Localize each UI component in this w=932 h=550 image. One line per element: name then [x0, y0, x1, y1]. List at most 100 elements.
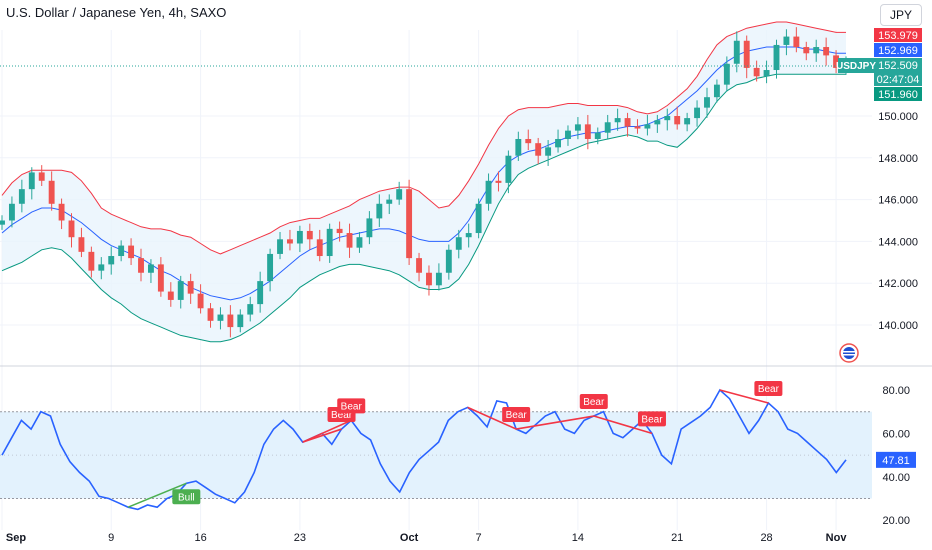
chart-title: U.S. Dollar / Japanese Yen, 4h, SAXO [6, 5, 227, 20]
bear-label-text: Bear [506, 410, 528, 421]
candle-body [18, 189, 25, 204]
candle-body [257, 281, 264, 305]
candle-body [634, 126, 641, 129]
candle-body [48, 180, 55, 204]
bear-label-text: Bear [641, 414, 663, 425]
candle-body [38, 172, 45, 181]
time-axis-label: Oct [400, 532, 419, 544]
candle-body [346, 233, 353, 248]
candle-body [684, 118, 691, 125]
time-axis-label: 7 [476, 532, 482, 544]
candle-body [336, 228, 343, 234]
candle-body [227, 314, 234, 328]
price-scale-labels: 153.979 152.969 152.509 02:47:04 151.960 USDJ… [836, 28, 922, 468]
candle-body [475, 203, 482, 234]
bear-label-text: Bear [583, 397, 605, 408]
symbol-tag [838, 58, 874, 73]
candle-body [147, 264, 154, 273]
candle-body [525, 138, 532, 144]
candle-body [713, 84, 720, 98]
candle-body [694, 107, 701, 119]
axes: 140.000 142.000 144.000 146.000 148.000 150.0… [6, 111, 918, 544]
candle-body [833, 55, 840, 68]
candle-body [157, 264, 164, 292]
candle-body [654, 120, 661, 125]
rsi-axis-label: 20.00 [882, 515, 910, 527]
candle-body [296, 230, 303, 244]
candle-body [396, 189, 403, 200]
candle-body [545, 147, 552, 156]
candle-body [664, 116, 671, 121]
candle-body [674, 116, 681, 125]
bb-lower-tag-text: 151.960 [878, 89, 918, 101]
candle-body [823, 47, 830, 56]
time-axis-label: 28 [760, 532, 772, 544]
time-axis-label: 14 [572, 532, 584, 544]
divergence-line [127, 482, 187, 508]
bb-upper-tag [874, 28, 922, 42]
candle-body [0, 220, 5, 225]
candle-body [247, 304, 254, 315]
candle-body [306, 230, 313, 240]
candle-body [604, 122, 611, 133]
currency-button[interactable]: JPY [880, 4, 922, 26]
bear-label [579, 394, 608, 410]
price-axis-label: 140.000 [878, 320, 918, 332]
candle-body [98, 264, 105, 271]
candle-body [594, 132, 601, 139]
candle-body [455, 237, 462, 250]
candle-body [515, 138, 522, 156]
time-axis-label: 21 [671, 532, 683, 544]
candle-body [58, 203, 65, 221]
candle-body [128, 245, 135, 259]
divergence-line [719, 389, 769, 404]
candle-body [267, 253, 274, 282]
candle-body [88, 251, 95, 271]
candle-body [78, 237, 85, 252]
bb-basis-tag-text: 152.969 [878, 45, 918, 57]
candlesticks [0, 27, 849, 338]
price-axis-label: 150.000 [878, 111, 918, 123]
bear-label [337, 398, 366, 414]
candle-body [366, 218, 373, 238]
rsi-panel [0, 388, 872, 511]
candle-body [316, 239, 323, 257]
candle-body [197, 293, 204, 309]
candle-body [326, 228, 333, 257]
candle-body [68, 220, 75, 238]
bb-lower-tag [874, 87, 922, 101]
candle-body [813, 47, 820, 54]
candle-body [8, 203, 15, 221]
last-price-tag-text: 02:47:04 [877, 74, 920, 86]
candle-body [793, 36, 800, 48]
candle-body [733, 40, 740, 64]
bull-label [172, 489, 201, 505]
candle-body [416, 258, 422, 273]
candle-body [435, 272, 442, 286]
candle-body [743, 40, 750, 68]
candle-body [614, 118, 621, 123]
candle-body [495, 180, 502, 183]
candle-body [177, 281, 184, 300]
flag-icon [839, 343, 859, 363]
bull-label-text: Bull [178, 492, 195, 503]
bb-basis-tag [874, 43, 922, 57]
candle-body [555, 138, 561, 148]
candle-body [505, 155, 512, 183]
time-axis-label: 16 [194, 532, 206, 544]
candle-body [803, 47, 810, 54]
candle-body [108, 256, 115, 265]
candle-body [704, 97, 710, 108]
bear-label-text: Bear [341, 401, 363, 412]
candle-body [584, 124, 591, 139]
candle-body [783, 36, 790, 45]
candle-body [644, 124, 651, 129]
bb-upper-tag-text: 153.979 [878, 30, 918, 42]
candle-body [773, 44, 780, 71]
candle-body [445, 249, 452, 273]
bear-label [637, 411, 666, 427]
divergence-line [516, 415, 594, 430]
time-axis-label: Sep [6, 532, 26, 544]
rsi-value-tag [876, 451, 916, 468]
